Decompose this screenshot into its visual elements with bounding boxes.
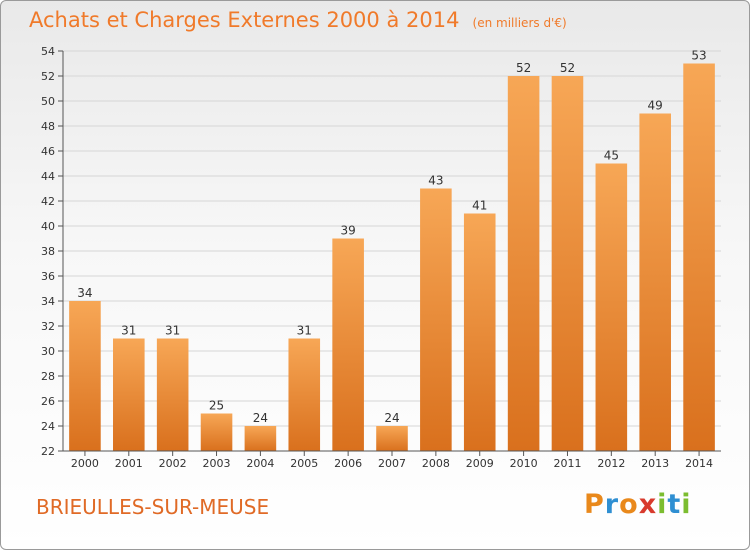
logo-glyph: o — [619, 489, 639, 520]
data-label: 24 — [384, 411, 399, 425]
bar — [507, 76, 540, 451]
y-tick-label: 22 — [41, 445, 55, 458]
y-tick-label: 50 — [41, 95, 55, 108]
data-label: 39 — [340, 224, 355, 238]
logo-glyph: i — [681, 489, 692, 520]
y-tick-label: 34 — [41, 295, 55, 308]
y-tick-label: 24 — [41, 420, 55, 433]
y-tick-label: 38 — [41, 245, 55, 258]
logo-glyph: t — [667, 489, 682, 520]
data-label: 45 — [604, 149, 619, 163]
logo-glyph: x — [638, 489, 658, 520]
x-tick-label: 2009 — [466, 457, 494, 470]
data-label: 43 — [428, 174, 443, 188]
data-label: 24 — [253, 411, 268, 425]
x-tick-label: 2001 — [115, 457, 143, 470]
x-tick-label: 2013 — [641, 457, 669, 470]
bar — [200, 413, 233, 451]
data-label: 52 — [516, 61, 531, 75]
x-tick-label: 2014 — [685, 457, 713, 470]
y-tick-label: 48 — [41, 120, 55, 133]
bar — [244, 426, 277, 451]
chart-subtitle: (en milliers d'€) — [472, 16, 567, 30]
y-tick-label: 28 — [41, 370, 55, 383]
bar — [288, 338, 321, 451]
data-label: 49 — [648, 99, 663, 113]
chart-title: Achats et Charges Externes 2000 à 2014 — [29, 8, 460, 32]
y-tick-label: 54 — [41, 45, 55, 58]
bar — [639, 113, 671, 451]
y-tick-label: 32 — [41, 320, 55, 333]
data-label: 31 — [121, 324, 136, 338]
x-tick-label: 2002 — [159, 457, 187, 470]
y-tick-label: 36 — [41, 270, 55, 283]
logo-glyph: r — [604, 489, 620, 520]
bar — [376, 426, 408, 451]
bar — [551, 76, 584, 451]
x-tick-label: 2011 — [553, 457, 581, 470]
bar — [332, 238, 364, 451]
x-tick-label: 2010 — [510, 457, 538, 470]
logo-glyph: P — [584, 489, 605, 520]
x-tick-label: 2003 — [203, 457, 231, 470]
data-label: 34 — [77, 286, 92, 300]
bar — [420, 188, 452, 451]
x-tick-label: 2008 — [422, 457, 450, 470]
bar — [595, 163, 628, 451]
bar — [69, 301, 101, 451]
x-tick-label: 2006 — [334, 457, 362, 470]
y-tick-label: 52 — [41, 70, 55, 83]
bar — [463, 213, 496, 451]
y-tick-label: 42 — [41, 195, 55, 208]
x-tick-label: 2004 — [246, 457, 274, 470]
data-label: 41 — [472, 199, 487, 213]
y-tick-label: 46 — [41, 145, 55, 158]
logo-glyph: i — [657, 489, 668, 520]
y-tick-label: 40 — [41, 220, 55, 233]
data-label: 53 — [691, 49, 706, 63]
y-tick-label: 30 — [41, 345, 55, 358]
y-tick-label: 44 — [41, 170, 55, 183]
x-tick-label: 2012 — [597, 457, 625, 470]
x-tick-label: 2005 — [290, 457, 318, 470]
bar — [113, 338, 145, 451]
proxiti-logo: Proxiti — [584, 489, 692, 520]
bar — [683, 63, 715, 451]
x-tick-label: 2007 — [378, 457, 406, 470]
data-label: 31 — [165, 324, 180, 338]
location-label: BRIEULLES-SUR-MEUSE — [36, 495, 270, 519]
y-tick-label: 26 — [41, 395, 55, 408]
x-tick-label: 2000 — [71, 457, 99, 470]
data-label: 52 — [560, 61, 575, 75]
bar — [156, 338, 189, 451]
data-label: 31 — [297, 324, 312, 338]
title-row: Achats et Charges Externes 2000 à 2014 (… — [29, 8, 567, 32]
data-label: 25 — [209, 399, 224, 413]
